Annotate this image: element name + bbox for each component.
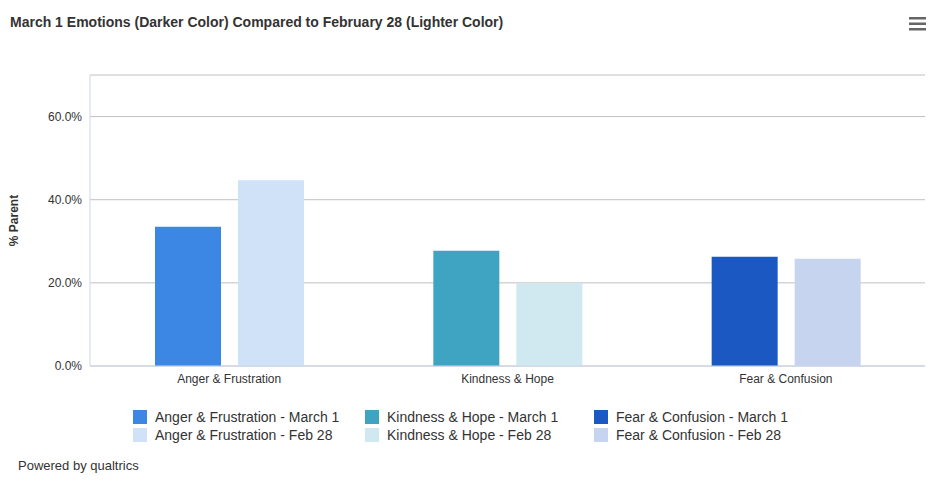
html-text:Kindness & Hope - Feb 28: Kindness & Hope - Feb 28 (387, 427, 552, 443)
svg-text:Kindness & Hope: Kindness & Hope (461, 372, 554, 386)
html-text:March 1 Emotions (Darker Color: March 1 Emotions (Darker Color) Compared… (10, 14, 504, 30)
html-text:Anger & Frustration - Feb 28: Anger & Frustration - Feb 28 (155, 427, 333, 443)
html-text:Fear & Confusion - Feb 28: Fear & Confusion - Feb 28 (616, 427, 781, 443)
svg-text:60.0%: 60.0% (48, 110, 82, 124)
html-text:Anger & Frustration - March 1: Anger & Frustration - March 1 (155, 409, 340, 425)
svg-text:Anger & Frustration: Anger & Frustration (177, 372, 281, 386)
svg-text:40.0%: 40.0% (48, 193, 82, 207)
svg-text:0.0%: 0.0% (55, 359, 83, 373)
svg-text:20.0%: 20.0% (48, 276, 82, 290)
html-text:Fear & Confusion - March 1: Fear & Confusion - March 1 (616, 409, 788, 425)
html-text:Powered by qualtrics: Powered by qualtrics (18, 458, 139, 473)
svg-text:% Parent: % Parent (8, 195, 21, 246)
svg-text:Fear & Confusion: Fear & Confusion (739, 372, 832, 386)
html-text:Kindness & Hope - March 1: Kindness & Hope - March 1 (387, 409, 559, 425)
